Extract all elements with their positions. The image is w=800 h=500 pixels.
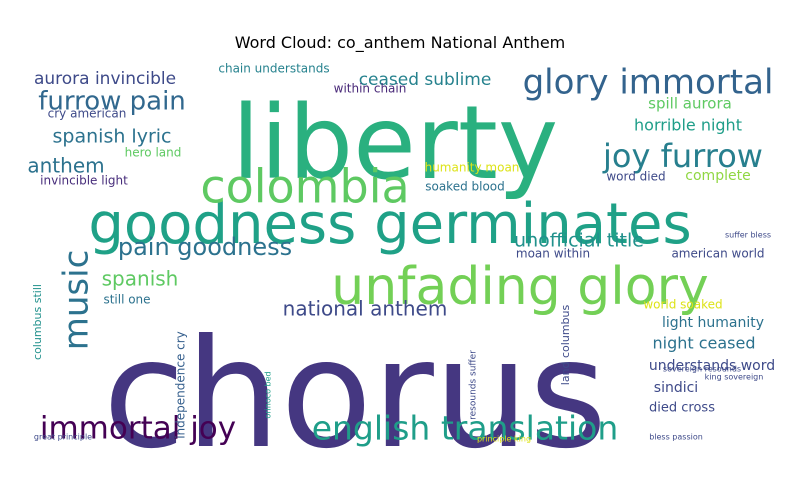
word-soaked-blood: soaked blood [425, 180, 505, 194]
word-glory-immortal: glory immortal [523, 63, 774, 103]
word-within-chain: within chain [334, 82, 407, 96]
word-immortal-joy: immortal joy [40, 411, 236, 447]
word-complete: complete [685, 168, 750, 184]
word-still-one: still one [103, 293, 150, 307]
word-king-sovereign: king sovereign [705, 373, 764, 382]
word-english-translation: english translation [312, 409, 619, 448]
word-word-died: word died [606, 170, 665, 184]
word-american-world: american world [671, 247, 764, 261]
word-suffer-bless: suffer bless [725, 231, 771, 240]
word-anthem: anthem [27, 154, 104, 178]
word-unfading-glory: unfading glory [331, 257, 708, 317]
word-hero-land: hero land [125, 146, 182, 160]
word-resounds-suffer: resounds suffer [469, 350, 479, 420]
word-understands-word: understands word [649, 358, 775, 374]
word-spill-aurora: spill aurora [648, 95, 732, 113]
word-pain-goodness: pain goodness [118, 233, 292, 261]
chart-title: Word Cloud: co_anthem National Anthem [234, 33, 566, 52]
word-ceased-sublime: ceased sublime [359, 70, 492, 90]
word-colombia: colombia [200, 160, 409, 214]
word-humanity-moan: humanity moan [425, 161, 520, 175]
word-great-principle: great principle [34, 433, 92, 442]
word-national-anthem: national anthem [283, 297, 448, 321]
word-world-soaked: world soaked [643, 298, 722, 312]
word-sindici: sindici [654, 380, 698, 396]
word-sovereign-resounds: sovereign resounds [663, 365, 741, 374]
word-goodness-germinates: goodness germinates [88, 192, 691, 257]
word-spanish-lyric: spanish lyric [53, 126, 172, 148]
word-music: music [57, 250, 97, 351]
word-principle-king: principle king [477, 435, 531, 444]
word-chorus: chorus [103, 308, 607, 482]
word-spanish: spanish [102, 267, 179, 291]
word-unofficial-title: unofficial title [514, 230, 644, 252]
word-liberty: liberty [232, 84, 558, 203]
word-orinoco-bed: orinoco bed [264, 371, 273, 418]
word-invincible-light: invincible light [40, 174, 128, 188]
word-cry-american: cry american [48, 107, 127, 121]
word-died-cross: died cross [649, 401, 715, 416]
word-joy-furrow: joy furrow [602, 137, 763, 175]
word-bless-passion: bless passion [649, 433, 703, 442]
word-night-ceased: night ceased [652, 334, 755, 353]
word-chain-understands: chain understands [218, 62, 329, 76]
word-independence-cry: independence cry [174, 331, 188, 439]
word-land-columbus: land columbus [559, 305, 572, 386]
word-columbus-still: columbus still [31, 284, 44, 360]
word-aurora-invincible: aurora invincible [34, 69, 176, 89]
word-horrible-night: horrible night [634, 116, 742, 135]
word-moan-within: moan within [516, 247, 590, 261]
word-light-humanity: light humanity [662, 315, 764, 331]
word-furrow-pain: furrow pain [38, 87, 186, 117]
